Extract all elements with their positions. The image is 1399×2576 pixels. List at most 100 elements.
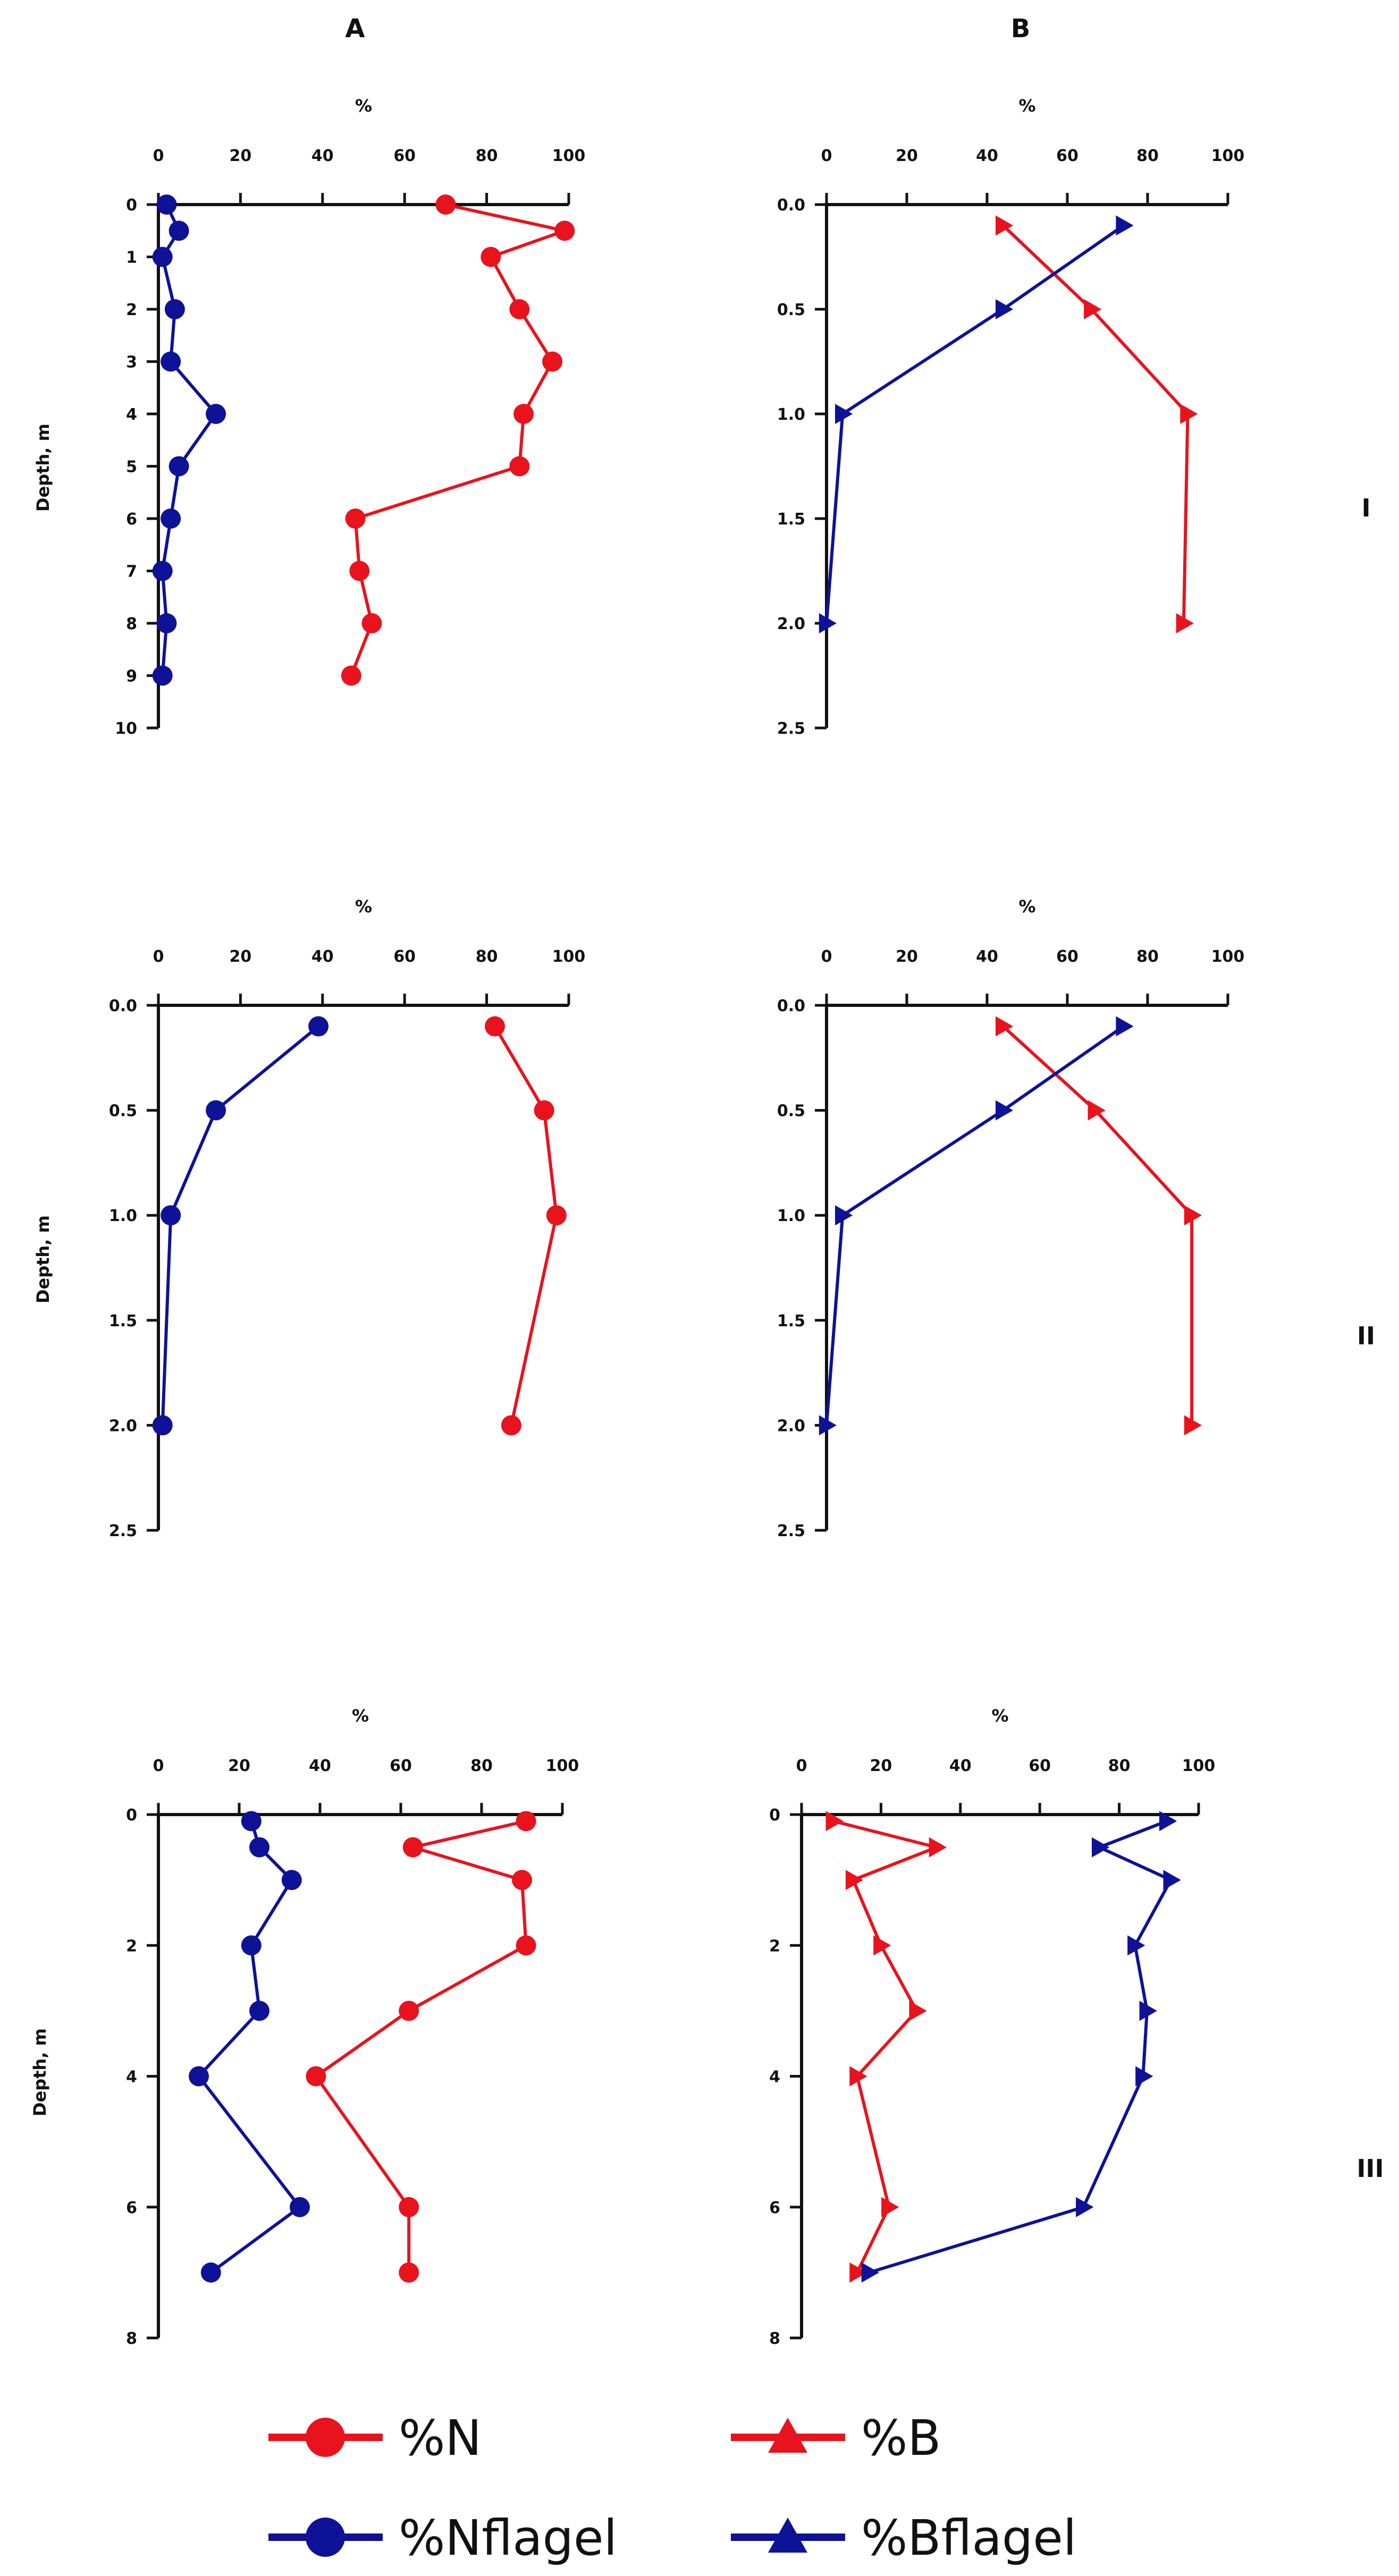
data-point-pct-nflagel [152,1415,173,1436]
data-point-pct-nflagel [206,1100,226,1121]
data-point-pct-n [399,2001,419,2021]
data-point-pct-b [1084,299,1102,319]
x-tick-label: 60 [393,147,416,165]
data-point-pct-n [399,2262,419,2283]
data-point-pct-bflagel [819,1415,837,1436]
data-point-pct-nflagel [152,561,173,581]
y-tick-label: 1.0 [777,405,805,424]
chart-panel-ii-a: % 0 20 40 60 80 100 0.0 0.5 1.0 1.5 2.0 2.5 Depth, m [33,896,585,1540]
y-tick-label: 4 [769,2068,780,2087]
data-point-pct-bflagel [996,1100,1014,1121]
data-point-pct-bflagel [1116,215,1134,236]
x-tick-label: 20 [230,947,252,966]
data-point-pct-n [509,456,530,477]
data-point-pct-b [845,1870,864,1891]
y-tick-label: 2.5 [109,1522,137,1540]
legend-label-nflagel: %Nflagel [399,2510,617,2566]
x-tick-label: 100 [552,147,586,165]
y-tick-label: 3 [126,353,137,372]
y-tick-label: 9 [126,667,137,686]
data-point-pct-n [516,1935,536,1956]
data-point-pct-b [909,2001,927,2021]
data-point-pct-n [361,613,382,633]
data-point-pct-nflagel [206,404,226,424]
x-tick-label: 80 [1136,147,1159,165]
y-tick-label: 2 [769,1937,780,1955]
x-tick-label: 0 [153,1757,164,1775]
legend-item-b: %B [731,2410,941,2467]
legend-item-nflagel: %Nflagel [268,2510,617,2566]
x-axis-title: % [355,96,372,116]
data-point-pct-bflagel [1159,1811,1177,1832]
data-point-pct-nflagel [241,1811,262,1832]
legend: %N %B %Nflagel %Bflagel [268,2410,1076,2566]
y-tick-label: 1.5 [777,1312,805,1331]
x-tick-label: 20 [228,1757,250,1775]
data-point-pct-nflagel [308,1016,329,1037]
data-point-pct-b [881,2197,899,2217]
data-point-pct-nflagel [168,221,189,241]
data-point-pct-b [873,1935,891,1956]
data-point-pct-nflagel [241,1935,262,1956]
chart-panel-iii-a: % 0 20 40 60 80 100 0 2 4 6 8 Depth, m [30,1706,579,2348]
data-point-pct-n [512,1870,532,1891]
x-tick-label: 100 [1211,947,1245,966]
x-tick-label: 60 [1056,947,1078,966]
y-tick-label: 1.5 [777,510,805,529]
data-point-pct-nflagel [189,2066,209,2087]
y-tick-label: 10 [115,719,137,738]
x-tick-label: 40 [309,1757,331,1775]
series-line-pct-bflagel [825,224,1125,624]
x-tick-label: 60 [393,947,416,966]
data-point-pct-n [402,1837,423,1858]
data-point-pct-n [542,351,563,372]
x-tick-label: 100 [1211,147,1245,165]
row-label-i: I [1361,494,1370,522]
x-tick-label: 20 [870,1757,892,1775]
data-point-pct-bflagel [1163,1870,1181,1891]
column-title-a: A [345,14,365,44]
y-tick-label: 0.0 [777,997,805,1015]
series-line-pct-b [1002,1025,1194,1426]
x-tick-label: 80 [1108,1757,1131,1775]
data-point-pct-b [1184,1205,1202,1226]
x-tick-label: 40 [311,947,334,966]
x-axis-title: % [355,896,372,917]
y-tick-label: 0.0 [109,997,137,1015]
y-axis-title: Depth, m [33,423,53,512]
series-line-pct-n [314,1819,528,2273]
data-point-pct-bflagel [1092,1837,1110,1858]
x-tick-label: 60 [390,1757,412,1775]
data-point-pct-nflagel [164,299,185,319]
data-point-pct-n [516,1811,536,1832]
data-point-pct-n [341,665,361,686]
series-line-pct-nflagel [161,1025,320,1426]
y-tick-label: 1.0 [109,1207,137,1225]
y-tick-label: 8 [126,615,137,633]
series-line-pct-bflagel [869,1819,1173,2274]
data-point-pct-nflagel [249,2001,269,2021]
x-tick-label: 80 [476,947,498,966]
data-point-pct-bflagel [1127,1935,1145,1956]
y-tick-label: 0 [126,196,137,215]
legend-label-n: %N [399,2410,482,2467]
series-line-pct-nflagel [197,1820,301,2274]
x-tick-label: 80 [476,147,498,165]
legend-swatch-marker-b [768,2418,807,2453]
x-tick-label: 40 [311,147,334,165]
y-axis-title: Depth, m [30,2028,50,2116]
data-point-pct-bflagel [996,299,1014,319]
column-title-b: B [1011,14,1031,44]
data-point-pct-n [554,221,575,241]
x-tick-label: 80 [470,1757,493,1775]
data-point-pct-b [996,1016,1014,1037]
x-tick-label: 40 [949,1757,972,1775]
y-axis-title: Depth, m [33,1215,53,1303]
x-axis-title: % [991,1706,1008,1726]
data-point-pct-bflagel [1135,2066,1153,2087]
data-point-pct-n [399,2197,419,2217]
data-point-pct-nflagel [161,351,181,372]
x-axis-title: % [352,1706,369,1726]
y-tick-label: 4 [126,405,137,424]
